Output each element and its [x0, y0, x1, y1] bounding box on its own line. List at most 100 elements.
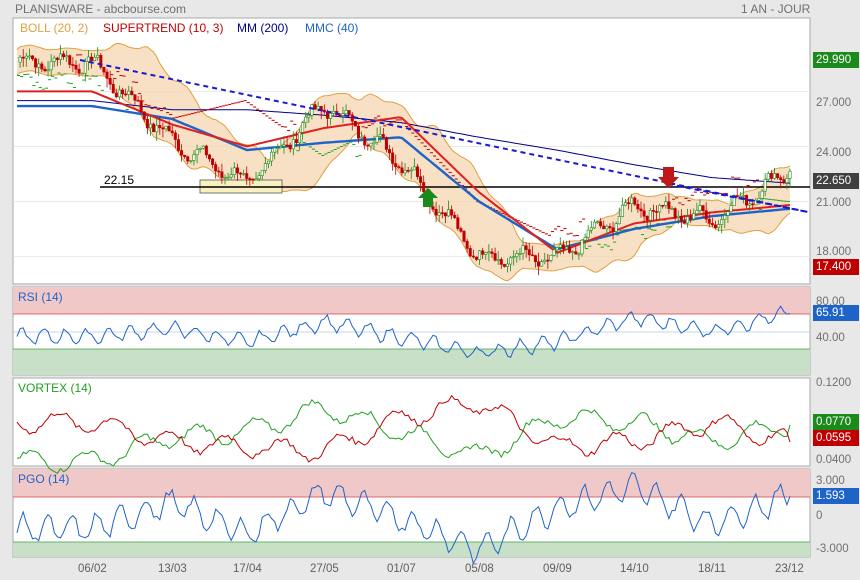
candle-body	[527, 249, 531, 256]
x-tick-2: 17/04	[233, 563, 262, 575]
candle-body	[415, 166, 419, 177]
candle-body	[505, 263, 509, 267]
candle-body	[204, 145, 208, 156]
sell-arrow-icon	[658, 167, 679, 188]
candle-body	[686, 216, 690, 224]
candle-body	[720, 219, 724, 225]
candle-body	[273, 147, 277, 153]
candle-body	[456, 217, 460, 229]
candle-body	[304, 116, 308, 123]
candle-body	[391, 152, 395, 164]
candle-body	[583, 237, 587, 241]
candle-body	[422, 182, 426, 193]
x-tick-0: 06/02	[78, 563, 107, 575]
candle-body	[71, 64, 75, 66]
candle-body	[117, 89, 121, 98]
candle-body	[682, 221, 686, 224]
candle-body	[602, 225, 606, 230]
vortex-tick-high: 0.1200	[816, 377, 852, 389]
candle-body	[676, 215, 680, 218]
candle-body	[180, 150, 184, 156]
candle-body	[288, 145, 292, 150]
candle-body	[198, 148, 202, 150]
legend-pgo: PGO (14)	[18, 472, 70, 486]
candle-body	[378, 134, 382, 137]
candle-body	[291, 139, 295, 150]
candle-body	[717, 224, 721, 228]
candle-body	[751, 203, 755, 206]
candle-body	[279, 146, 283, 148]
candle-body	[148, 123, 152, 129]
candle-body	[167, 125, 171, 132]
candle-body	[93, 57, 97, 61]
candle-body	[49, 61, 53, 71]
candle-body	[518, 253, 522, 255]
legend-boll: BOLL (20, 2)	[20, 21, 89, 35]
candle-body	[220, 171, 224, 178]
candle-body	[577, 253, 581, 256]
candle-body	[145, 119, 149, 129]
rsi-overbought-zone	[13, 287, 810, 314]
candle-body	[695, 210, 699, 214]
candle-body	[201, 145, 205, 149]
candle-body	[450, 209, 454, 216]
candle-body	[571, 251, 575, 253]
candle-body	[614, 223, 618, 232]
candle-body	[502, 264, 506, 267]
candle-body	[102, 67, 106, 73]
y-tick-27: 27.000	[816, 97, 852, 109]
bollinger-lower	[16, 70, 791, 282]
candlesticks	[18, 45, 792, 276]
legend-mmc: MMC (40)	[305, 21, 359, 35]
candle-body	[434, 208, 438, 216]
y-tick-24: 24.000	[816, 147, 852, 159]
x-tick-6: 09/09	[543, 563, 572, 575]
candle-body	[232, 167, 236, 175]
candle-body	[661, 205, 665, 207]
candle-body	[329, 113, 333, 119]
candle-body	[648, 210, 652, 221]
candle-body	[782, 179, 786, 183]
candle-body	[592, 221, 596, 229]
candle-body	[633, 197, 637, 205]
vortex-plus-line	[16, 398, 791, 475]
candle-body	[769, 173, 773, 179]
candle-body	[276, 147, 280, 149]
legend-mm: MM (200)	[237, 21, 289, 35]
pgo-tick-minus3: -3.000	[816, 543, 849, 555]
candle-body	[251, 178, 255, 181]
candle-body	[142, 111, 146, 120]
rsi-value-tag: 65.91	[813, 305, 859, 321]
candle-body	[670, 208, 674, 210]
candle-body	[546, 259, 550, 262]
candle-body	[37, 63, 41, 68]
candle-body	[189, 160, 193, 162]
candle-body	[83, 61, 87, 74]
candle-body	[74, 64, 78, 70]
candle-body	[248, 178, 252, 180]
candle-body	[490, 251, 494, 254]
candle-body	[375, 136, 379, 143]
candle-body	[58, 53, 62, 60]
candle-body	[723, 215, 727, 220]
candle-body	[192, 154, 196, 161]
vortex-minus-tag: 0.0595	[813, 430, 859, 446]
candle-body	[40, 63, 44, 70]
candle-body	[294, 139, 298, 144]
candle-body	[77, 68, 81, 74]
candle-body	[99, 55, 103, 68]
candle-body	[605, 226, 609, 230]
x-tick-3: 27/05	[310, 563, 339, 575]
legend-vortex: VORTEX (14)	[18, 381, 92, 395]
candle-body	[384, 137, 388, 150]
candle-body	[257, 175, 261, 180]
legend-rsi: RSI (14)	[18, 290, 63, 304]
pgo-line	[16, 472, 791, 565]
candle-body	[757, 198, 761, 201]
candle-body	[52, 57, 56, 62]
candle-body	[130, 90, 134, 95]
bollinger-upper	[16, 43, 791, 246]
candle-body	[552, 249, 556, 256]
candle-body	[453, 214, 457, 219]
